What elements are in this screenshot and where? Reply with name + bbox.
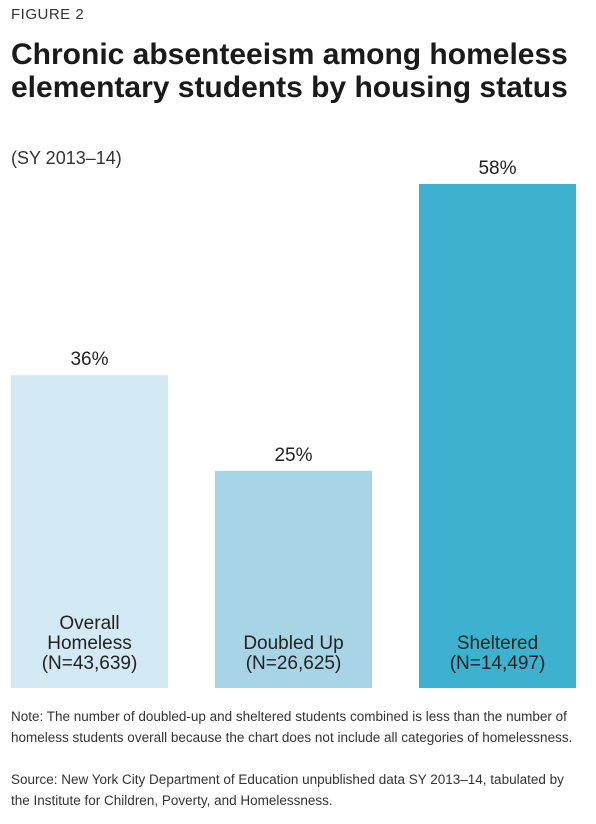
- bar-value-label: 36%: [70, 349, 108, 370]
- chart-subtitle: (SY 2013–14): [11, 148, 122, 168]
- bar-sheltered: [419, 184, 576, 688]
- bar-category-label: Overall: [59, 613, 119, 634]
- figure-label: FIGURE 2: [11, 6, 85, 23]
- chart-note: Note: The number of doubled-up and shelt…: [11, 709, 573, 745]
- chart-source: Source: New York City Department of Educ…: [11, 772, 564, 808]
- bar-category-label: (N=14,497): [450, 653, 546, 674]
- bar-value-label: 25%: [274, 445, 312, 466]
- bar-category-label: Doubled Up: [243, 633, 343, 654]
- bar-category-label: (N=43,639): [42, 653, 138, 674]
- chart-title: Chronic absenteeism among homeless eleme…: [11, 38, 568, 104]
- bar-category-label: (N=26,625): [246, 653, 342, 674]
- bar-overall-homeless: [11, 375, 168, 688]
- bar-value-label: 58%: [478, 158, 516, 179]
- bar-category-label: Homeless: [47, 633, 131, 654]
- bar-category-label: Sheltered: [457, 633, 538, 654]
- bar-doubled-up: [215, 470, 372, 688]
